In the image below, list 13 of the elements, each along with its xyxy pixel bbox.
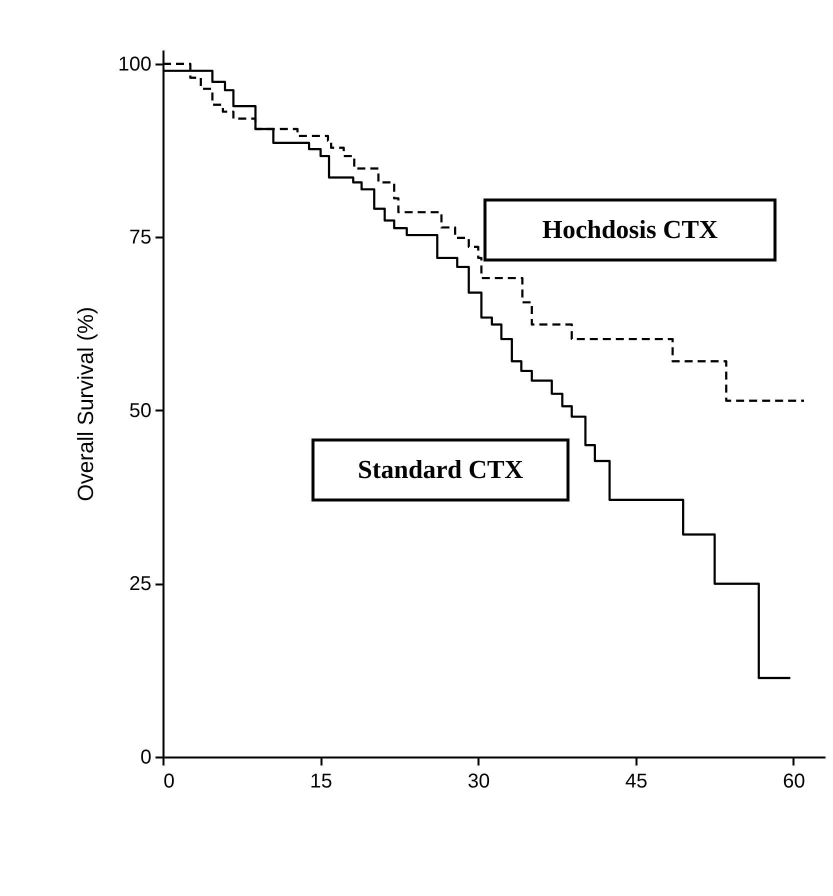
y-tick-label: 0: [140, 746, 152, 768]
y-axis-title: Overall Survival (%): [73, 306, 98, 502]
y-tick-label: 100: [118, 53, 152, 76]
x-tick-label: 30: [468, 770, 490, 792]
x-tick-label: 60: [782, 770, 806, 792]
y-tick-label: 75: [129, 226, 152, 249]
x-tick-label: 0: [164, 770, 175, 792]
text: Standard CTX: [358, 455, 524, 484]
x-tick-label: 15: [310, 770, 332, 792]
x-tick-label: 45: [625, 770, 648, 792]
series-label: Hochdosis CTX: [542, 215, 718, 244]
y-tick-label: 50: [129, 400, 152, 422]
y-tick-label: 25: [129, 573, 152, 596]
